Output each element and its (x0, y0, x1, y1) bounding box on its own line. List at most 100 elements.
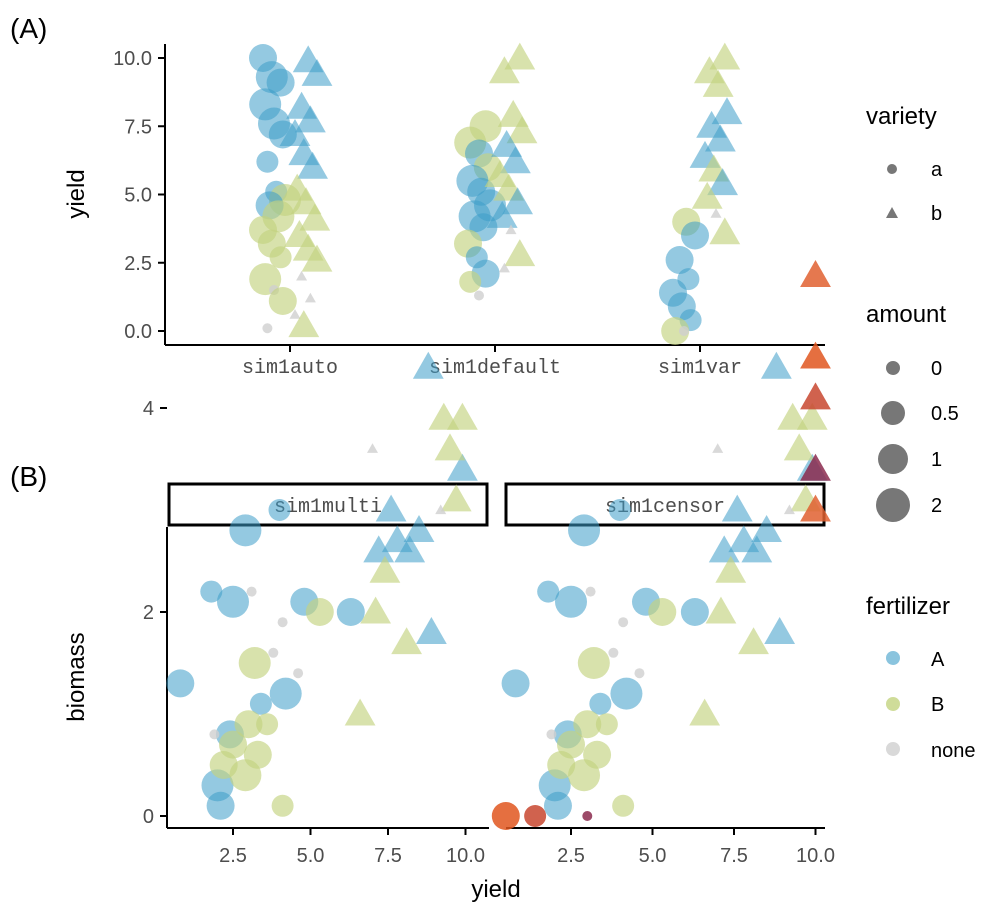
panel-b-point (555, 585, 587, 618)
panel-b-point (595, 713, 618, 736)
legend-amount-2-label: 2 (931, 495, 942, 517)
panel-a-point (299, 203, 331, 231)
panel-b-point (447, 453, 478, 481)
panel-a-point (301, 58, 333, 86)
legend-fertilizer-none-label: none (931, 740, 976, 762)
panel-a-tag: (A) (10, 13, 47, 44)
legend-amount: amount 0 0.5 1 2 (866, 301, 959, 522)
panel-b-point (268, 499, 291, 521)
panel-b-point (367, 443, 378, 453)
panel-b-y-tick-label: 0 (143, 806, 154, 828)
legend-fertilizer-title: fertilizer (866, 593, 950, 620)
panel-b-point (268, 647, 279, 658)
panel-a-y-tick-label: 0.0 (124, 321, 152, 343)
panel-a-point (296, 270, 308, 281)
panel-b-point (721, 494, 753, 522)
panel-b-point (238, 647, 271, 679)
panel-a-points (249, 42, 743, 345)
panel-b-point (277, 617, 288, 628)
panel-b-point (435, 504, 447, 515)
panel-b-point (543, 791, 572, 820)
panel-b-point (336, 598, 365, 626)
facet-label-sim1multi: sim1multi (274, 496, 382, 519)
panel-a-point (710, 208, 722, 218)
panel-b-point (583, 740, 612, 769)
panel-b-y-ticks: 0 2 4 (143, 398, 167, 828)
panel-a-y-tick-label: 5.0 (124, 185, 152, 207)
panel-b-point (610, 677, 643, 710)
legend-variety-b-marker (886, 207, 898, 218)
panel-b-point (243, 740, 272, 769)
panel-a-point (681, 221, 709, 250)
panel-a-point (489, 56, 520, 84)
panel-b-point (608, 499, 631, 521)
panel-a-point (707, 168, 738, 196)
legend-variety: variety a b (866, 103, 943, 225)
legend-amount-1-label: 1 (931, 449, 942, 471)
panel-b-point (741, 535, 773, 563)
panel-a-point (502, 187, 533, 215)
panel-b-point (796, 402, 828, 430)
panel-b-x-label: yield (471, 876, 520, 903)
panel-b-point (166, 669, 195, 698)
panel-b-points-sim1censor (491, 260, 831, 830)
panel-b-point (305, 598, 334, 626)
panel-b-point (219, 730, 247, 759)
panel-a-point (711, 97, 743, 125)
panel-b-point (206, 791, 235, 820)
panel-a-point (679, 326, 689, 336)
panel-b-x-tick-label: 5.0 (639, 845, 667, 867)
panel-b-point (800, 382, 831, 410)
panel-b-x-tick-label: 10.0 (796, 845, 835, 867)
panel-b-y-tick-label: 2 (143, 602, 154, 624)
legend-variety-a-marker (887, 164, 897, 174)
panel-a-point (295, 105, 326, 133)
panel-b-point (524, 805, 547, 827)
panel-b-x-tick-label: 10.0 (446, 845, 485, 867)
panel-b-y-tick-label: 4 (143, 398, 154, 420)
legend-fertilizer-a-marker (886, 651, 900, 665)
panel-b-x-tick-label: 7.5 (374, 845, 402, 867)
panel-b-point (256, 713, 279, 736)
panel-b-points-sim1multi (166, 351, 478, 820)
panel-b-point (783, 504, 795, 515)
panel-a-point (504, 239, 536, 267)
legend-fertilizer-b-label: B (931, 694, 944, 716)
panel-b-point (634, 668, 645, 679)
panel-b-point (582, 811, 593, 821)
panel-a-point (262, 323, 273, 334)
panel-b-point (360, 596, 391, 624)
facet-strip-sim1multi: sim1multi (167, 482, 489, 527)
panel-b-point (234, 710, 263, 739)
panel-b-point (708, 535, 740, 563)
legend-amount-title: amount (866, 301, 946, 328)
panel-b-point (246, 586, 257, 597)
legend-amount-0-marker (886, 361, 900, 375)
panel-a-point (506, 116, 538, 144)
panel-a-point (459, 270, 482, 293)
legend-fertilizer: fertilizer A B none (866, 593, 976, 762)
panel-b-point (363, 535, 395, 563)
panel-a-point (256, 150, 279, 173)
panel-a-point (269, 246, 292, 269)
panel-b-point (680, 598, 709, 626)
panel-b-point (577, 647, 610, 679)
panel-b-point (783, 433, 815, 461)
panel-b-point (589, 692, 612, 715)
panel-a-point (505, 224, 517, 235)
panel-b-point (200, 580, 223, 603)
panel-b-point (229, 514, 262, 547)
panel-b-point (557, 730, 585, 759)
panel-b-point (217, 585, 249, 618)
panel-b-point (777, 402, 809, 430)
panel-b-point (344, 698, 376, 726)
panel-b-axes (166, 527, 825, 829)
panel-a-point (709, 217, 741, 245)
facet-label-sim1censor: sim1censor (605, 496, 725, 519)
panel-a-point (266, 68, 295, 97)
panel-b-point (375, 494, 407, 522)
panel-a-point (709, 42, 741, 70)
facet-strip-sim1censor: sim1censor (504, 482, 826, 527)
panel-b-tag: (B) (10, 461, 47, 492)
legend-fertilizer-a-label: A (931, 649, 945, 671)
